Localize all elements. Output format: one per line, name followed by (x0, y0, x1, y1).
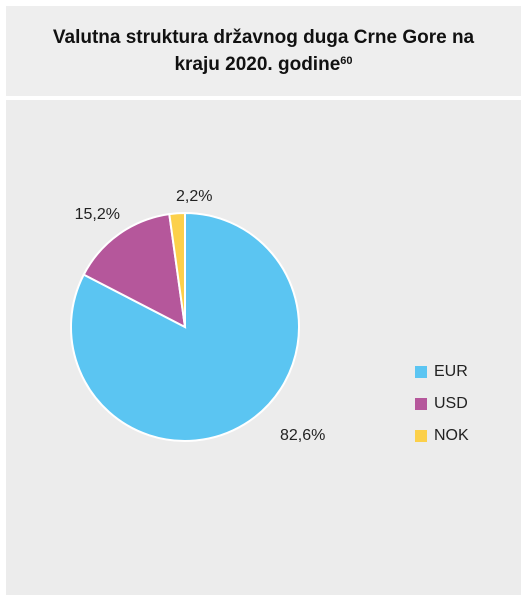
legend-label: EUR (434, 363, 468, 380)
chart-title-box: Valutna struktura državnog duga Crne Gor… (41, 24, 486, 78)
title-footnote: 60 (340, 55, 353, 67)
pie-slice (70, 211, 300, 442)
data-label: 15,2% (75, 206, 120, 223)
legend-label: NOK (434, 427, 469, 444)
pie-slice (82, 212, 187, 329)
legend-swatch (415, 366, 427, 378)
legend-swatch (415, 430, 427, 442)
legend-swatch (415, 398, 427, 410)
header: Valutna struktura državnog duga Crne Gor… (6, 6, 521, 96)
data-label: 82,6% (280, 427, 325, 444)
legend-label: USD (434, 395, 468, 412)
pie-slice (168, 211, 186, 328)
data-label: 2,2% (176, 188, 212, 205)
chart-title: Valutna struktura državnog duga Crne Gor… (52, 27, 475, 75)
